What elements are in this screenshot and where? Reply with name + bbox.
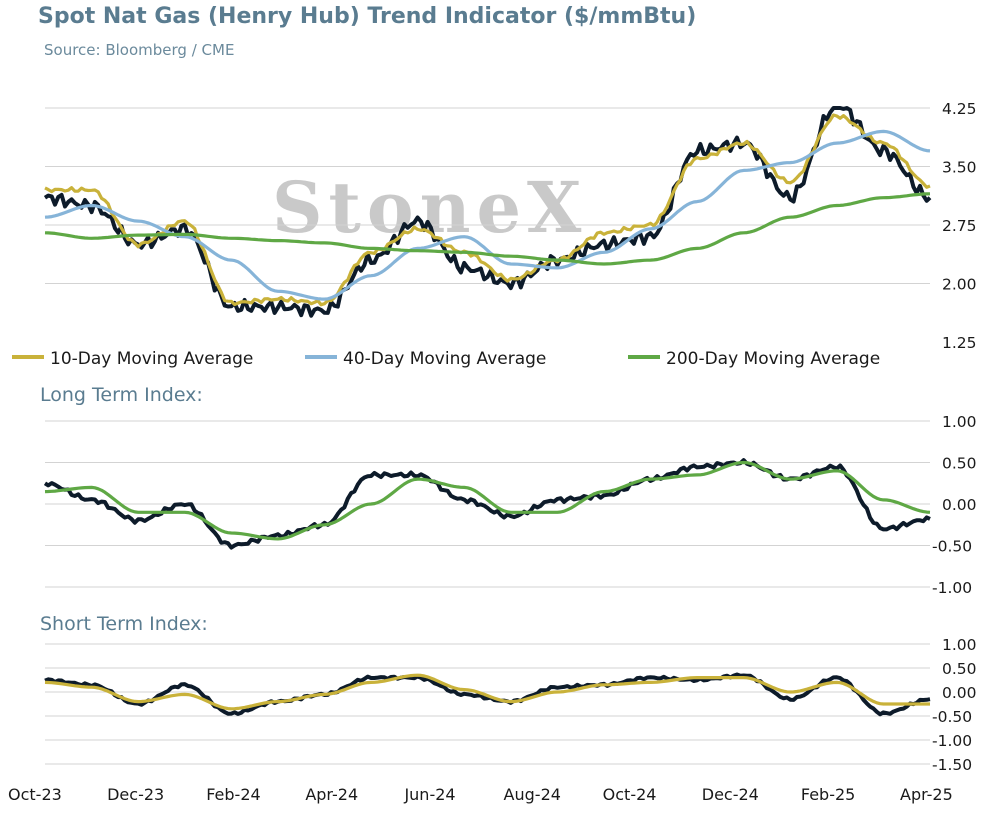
y-tick-label: -0.50 <box>932 708 972 726</box>
y-tick-label: 0.50 <box>942 455 977 473</box>
y-tick-label: 2.00 <box>942 276 977 294</box>
y-tick-label: -1.00 <box>932 579 972 597</box>
series-line-index <box>44 672 931 717</box>
series-line-10-day-moving-average <box>44 113 931 307</box>
series-line-200-day-moving-average <box>44 192 931 266</box>
series-line-signal <box>44 460 931 541</box>
chart-source: Source: Bloomberg / CME <box>44 41 235 59</box>
y-tick-label: 3.50 <box>942 159 977 177</box>
legend-label-200-day-moving-average: 200-Day Moving Average <box>666 349 880 369</box>
y-tick-label: 2.75 <box>942 217 977 235</box>
y-tick-label: 0.50 <box>942 660 977 678</box>
x-tick-label: Jun-24 <box>403 785 455 804</box>
x-tick-label: Oct-24 <box>603 785 657 804</box>
y-tick-label: -0.50 <box>932 538 972 556</box>
legend-label-40-day-moving-average: 40-Day Moving Average <box>343 349 546 369</box>
x-tick-label: Aug-24 <box>504 785 561 804</box>
legend: 10-Day Moving Average 40-Day Moving Avera… <box>12 349 880 369</box>
series-line-40-day-moving-average <box>44 129 931 301</box>
y-tick-label: -1.00 <box>932 732 972 750</box>
series-layer <box>43 106 932 717</box>
y-tick-label: 1.00 <box>942 413 977 431</box>
legend-label-10-day-moving-average: 10-Day Moving Average <box>50 349 253 369</box>
axis-layer: 1.25 2.00 2.75 3.50 4.25 1.00 0.50 0.00 -0.50 -1.… <box>8 100 977 804</box>
series-line-signal <box>44 673 930 711</box>
y-tick-label: 0.00 <box>942 496 977 514</box>
x-tick-label: Dec-24 <box>702 785 759 804</box>
short-term-title: Short Term Index: <box>40 613 208 635</box>
x-tick-label: Apr-24 <box>305 785 358 804</box>
y-tick-label: 1.00 <box>942 636 977 654</box>
long-term-title: Long Term Index: <box>40 384 203 406</box>
chart-title: Spot Nat Gas (Henry Hub) Trend Indicator… <box>38 4 697 29</box>
y-tick-label: 4.25 <box>942 100 977 118</box>
y-tick-label: -1.50 <box>932 756 972 774</box>
x-tick-label: Dec-23 <box>107 785 164 804</box>
watermark: StoneX <box>272 166 587 249</box>
y-tick-label: 1.25 <box>942 334 977 352</box>
grid-layer <box>45 107 930 765</box>
y-tick-label: 0.00 <box>942 684 977 702</box>
x-tick-label: Feb-25 <box>801 785 855 804</box>
x-tick-label: Apr-25 <box>900 785 953 804</box>
x-tick-label: Oct-23 <box>8 785 62 804</box>
x-tick-label: Feb-24 <box>206 785 260 804</box>
